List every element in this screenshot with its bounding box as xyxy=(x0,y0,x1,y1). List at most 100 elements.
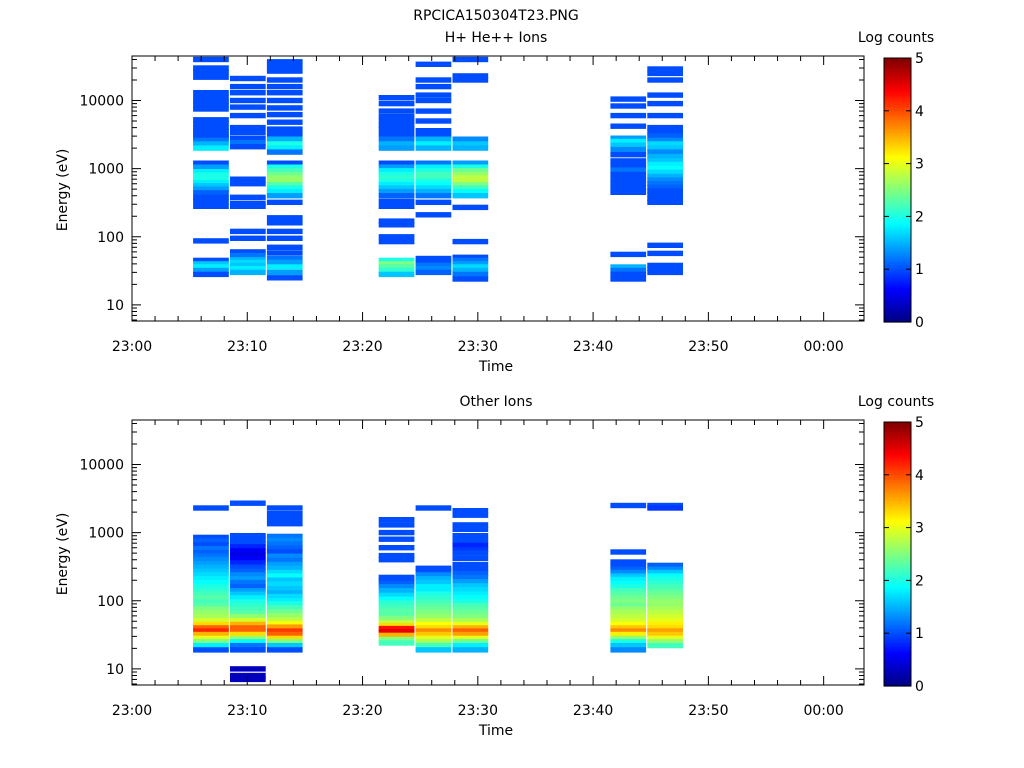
heatmap-cell xyxy=(647,77,683,83)
heatmap-cell xyxy=(378,632,415,639)
colorbar-segment xyxy=(884,91,911,94)
colorbar-segment xyxy=(884,598,911,601)
x-tick-label: 23:40 xyxy=(573,339,613,355)
heatmap-cell xyxy=(266,569,303,576)
colorbar-segment xyxy=(884,646,911,650)
heatmap-cell xyxy=(193,599,229,605)
heatmap-cell xyxy=(452,642,489,649)
heatmap-cell xyxy=(230,544,266,550)
heatmap-cell xyxy=(266,617,303,623)
colorbar-segment xyxy=(884,174,911,178)
heatmap-cell xyxy=(266,545,303,551)
heatmap-cell xyxy=(415,145,452,151)
colorbar-segment xyxy=(884,163,911,167)
heatmap-cell xyxy=(378,178,415,185)
x-tick-label: 23:10 xyxy=(227,703,267,719)
heatmap-cell xyxy=(193,172,229,178)
heatmap-cell xyxy=(230,572,266,578)
colorbar-segment xyxy=(884,633,911,636)
heatmap-cell xyxy=(452,631,489,638)
colorbar-segment xyxy=(884,485,911,489)
heatmap-cell xyxy=(266,164,303,170)
colorbar-segment xyxy=(884,424,911,427)
heatmap-cell xyxy=(452,606,489,612)
colorbar-segment xyxy=(884,510,911,513)
colorbar-segment xyxy=(884,571,911,575)
colorbar-segment xyxy=(884,93,911,96)
heatmap-cell xyxy=(266,553,303,559)
colorbar-segment xyxy=(884,463,911,467)
heatmap-cell xyxy=(230,83,266,90)
heatmap-cell xyxy=(230,181,266,187)
heatmap-cell xyxy=(193,257,229,264)
heatmap-cell xyxy=(378,604,415,611)
heatmap-cell xyxy=(378,629,415,635)
colorbar-segment xyxy=(884,113,911,116)
colorbar-segment xyxy=(884,311,911,314)
heatmap-cell xyxy=(610,639,647,645)
heatmap-cell xyxy=(266,97,303,104)
colorbar-segment xyxy=(884,227,911,231)
colorbar-segment xyxy=(884,108,911,112)
colorbar-segment xyxy=(884,679,911,683)
panel-other-colorbar-label: Log counts xyxy=(858,394,934,410)
heatmap-cell xyxy=(193,610,229,616)
panel-other-x-axis: 23:00 23:10 23:20 23:30 23:40 23:50 00:00 xyxy=(112,420,844,719)
heatmap-cell xyxy=(193,625,229,631)
heatmap-cell xyxy=(610,549,647,555)
heatmap-cell xyxy=(193,639,229,645)
colorbar-segment xyxy=(884,165,911,169)
colorbar-segment xyxy=(884,152,911,156)
heatmap-cell xyxy=(610,606,647,612)
heatmap-cell xyxy=(647,505,683,511)
heatmap-cell xyxy=(193,631,229,638)
colorbar-segment xyxy=(884,444,911,447)
colorbar-segment xyxy=(884,523,911,526)
heatmap-cell xyxy=(647,188,683,194)
heatmap-cell xyxy=(266,90,303,96)
panel-h-y-axis: 10 100 1000 10000 xyxy=(79,58,864,321)
heatmap-cell xyxy=(647,137,683,144)
colorbar-segment xyxy=(884,536,911,540)
heatmap-cell xyxy=(610,625,647,631)
heatmap-cell xyxy=(415,599,452,605)
heatmap-cell xyxy=(230,588,266,594)
colorbar-segment xyxy=(884,565,911,568)
heatmap-cell xyxy=(378,141,415,147)
colorbar-segment xyxy=(884,653,911,656)
heatmap-cell xyxy=(193,264,229,270)
heatmap-cell xyxy=(378,95,415,101)
heatmap-cell xyxy=(647,141,683,147)
heatmap-cell xyxy=(415,185,452,191)
heatmap-cell xyxy=(647,631,683,638)
colorbar-segment xyxy=(884,225,911,228)
panel-h-x-label: Time xyxy=(478,359,513,375)
x-tick-label: 00:00 xyxy=(803,703,843,719)
heatmap-cell xyxy=(610,96,647,102)
colorbar-segment xyxy=(884,317,911,321)
colorbar-segment xyxy=(884,560,911,564)
heatmap-cell xyxy=(193,642,229,649)
colorbar-segment xyxy=(884,319,911,323)
colorbar-segment xyxy=(884,657,911,661)
colorbar-segment xyxy=(884,613,911,617)
heatmap-cell xyxy=(610,591,647,597)
heatmap-cell xyxy=(452,583,489,589)
colorbar-segment xyxy=(884,582,911,586)
heatmap-cell xyxy=(415,635,452,642)
heatmap-cell xyxy=(230,552,266,558)
heatmap-cell xyxy=(378,198,415,205)
heatmap-cell xyxy=(452,550,489,556)
heatmap-cell xyxy=(193,134,229,140)
heatmap-cell xyxy=(647,602,683,609)
colorbar-segment xyxy=(884,450,911,454)
heatmap-cell xyxy=(452,160,489,166)
heatmap-cell xyxy=(193,145,229,151)
colorbar-segment xyxy=(884,437,911,441)
heatmap-cell xyxy=(452,271,489,278)
heatmap-cell xyxy=(230,606,266,612)
heatmap-cell xyxy=(193,647,229,653)
heatmap-cell xyxy=(193,534,229,541)
heatmap-cell xyxy=(415,77,452,83)
heatmap-cell xyxy=(415,266,452,272)
